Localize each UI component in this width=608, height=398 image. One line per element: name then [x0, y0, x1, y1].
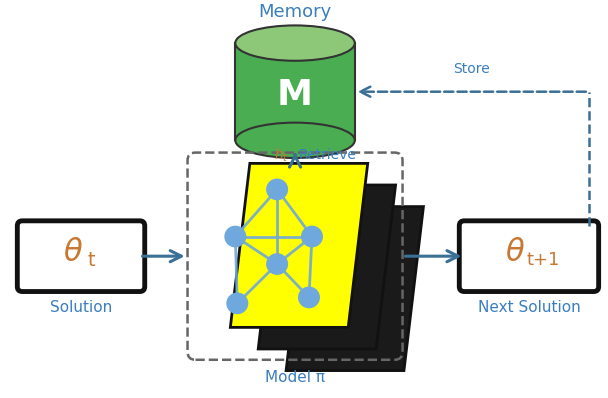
Circle shape: [267, 254, 287, 274]
Text: $\theta$: $\theta$: [505, 238, 525, 267]
Polygon shape: [230, 164, 368, 328]
Circle shape: [226, 227, 245, 246]
Ellipse shape: [235, 123, 354, 158]
Text: t+1: t+1: [526, 251, 559, 269]
Text: Solution: Solution: [50, 300, 112, 315]
Text: Model π: Model π: [265, 370, 325, 384]
FancyBboxPatch shape: [459, 221, 599, 292]
Text: $\theta$: $\theta$: [63, 238, 83, 267]
Text: M: M: [277, 78, 313, 112]
FancyBboxPatch shape: [17, 221, 145, 292]
Polygon shape: [286, 207, 423, 371]
Text: Store: Store: [454, 62, 490, 76]
Text: $h_t$: $h_t$: [274, 146, 289, 164]
Text: Next Solution: Next Solution: [478, 300, 581, 315]
Text: Memory: Memory: [258, 3, 332, 21]
Polygon shape: [258, 185, 396, 349]
Text: t: t: [87, 251, 95, 269]
Circle shape: [227, 293, 247, 313]
Ellipse shape: [235, 25, 354, 61]
Polygon shape: [235, 43, 354, 140]
Circle shape: [299, 288, 319, 307]
Text: Retrieve: Retrieve: [299, 148, 357, 162]
Circle shape: [302, 227, 322, 246]
Circle shape: [267, 179, 287, 199]
